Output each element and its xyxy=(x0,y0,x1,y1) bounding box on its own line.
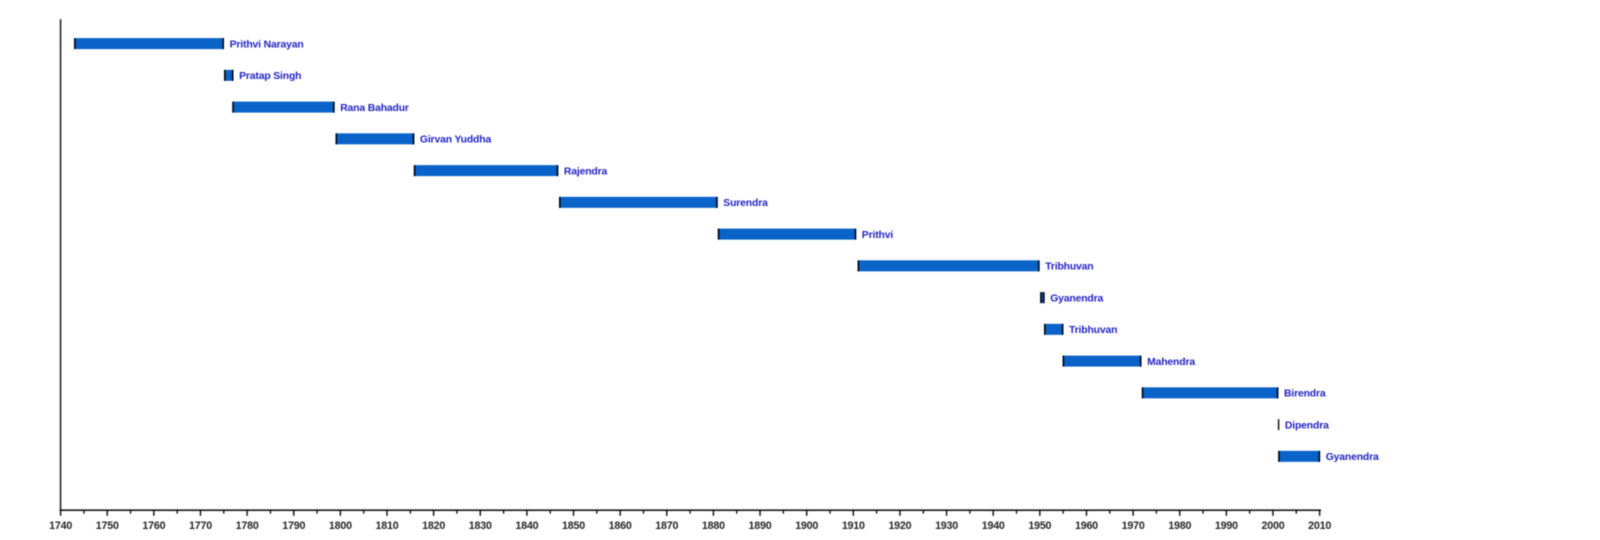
svg-text:2000: 2000 xyxy=(1261,520,1284,532)
svg-text:1740: 1740 xyxy=(49,520,72,532)
svg-text:1850: 1850 xyxy=(562,520,585,532)
svg-text:1900: 1900 xyxy=(795,520,818,532)
svg-text:1920: 1920 xyxy=(888,520,911,532)
svg-text:Tribhuvan: Tribhuvan xyxy=(1045,262,1093,273)
svg-text:1760: 1760 xyxy=(142,520,165,532)
svg-text:1950: 1950 xyxy=(1028,520,1051,532)
svg-text:Gyanendra: Gyanendra xyxy=(1326,452,1379,463)
svg-text:1830: 1830 xyxy=(469,520,492,532)
svg-text:Mahendra: Mahendra xyxy=(1147,357,1195,368)
svg-text:Surendra: Surendra xyxy=(723,198,768,209)
svg-text:Rajendra: Rajendra xyxy=(564,166,608,177)
svg-text:1980: 1980 xyxy=(1168,520,1191,532)
svg-text:1880: 1880 xyxy=(702,520,725,532)
svg-text:Gyanendra: Gyanendra xyxy=(1050,293,1103,304)
svg-text:1870: 1870 xyxy=(655,520,678,532)
svg-text:1960: 1960 xyxy=(1075,520,1098,532)
svg-text:Pratap Singh: Pratap Singh xyxy=(239,71,301,82)
svg-text:1940: 1940 xyxy=(982,520,1005,532)
svg-text:1790: 1790 xyxy=(282,520,305,532)
svg-text:1840: 1840 xyxy=(515,520,538,532)
svg-text:Birendra: Birendra xyxy=(1284,389,1326,400)
svg-text:1770: 1770 xyxy=(189,520,212,532)
svg-text:2010: 2010 xyxy=(1308,520,1331,532)
svg-text:Rana Bahadur: Rana Bahadur xyxy=(340,103,409,114)
svg-text:Girvan Yuddha: Girvan Yuddha xyxy=(420,135,492,146)
svg-text:Prithvi: Prithvi xyxy=(862,230,894,241)
svg-text:1820: 1820 xyxy=(422,520,445,532)
svg-text:1810: 1810 xyxy=(376,520,399,532)
svg-text:Tribhuvan: Tribhuvan xyxy=(1069,325,1117,336)
svg-text:Prithvi Narayan: Prithvi Narayan xyxy=(230,39,304,50)
svg-text:1910: 1910 xyxy=(842,520,865,532)
svg-text:Dipendra: Dipendra xyxy=(1285,420,1329,431)
svg-text:1990: 1990 xyxy=(1215,520,1238,532)
svg-text:1750: 1750 xyxy=(96,520,119,532)
svg-text:1800: 1800 xyxy=(329,520,352,532)
svg-text:1930: 1930 xyxy=(935,520,958,532)
svg-text:1970: 1970 xyxy=(1122,520,1145,532)
svg-text:1860: 1860 xyxy=(609,520,632,532)
svg-text:1780: 1780 xyxy=(236,520,259,532)
svg-text:1890: 1890 xyxy=(749,520,772,532)
